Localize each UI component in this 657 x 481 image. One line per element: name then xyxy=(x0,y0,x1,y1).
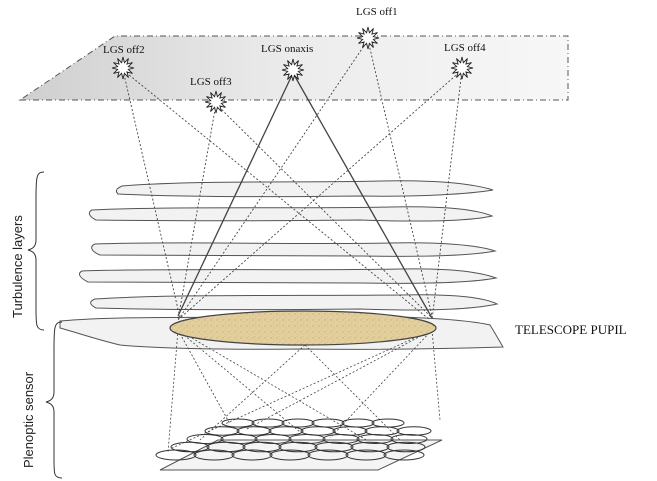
lgs-off2-star xyxy=(111,56,135,80)
detector-plate xyxy=(159,439,443,471)
lenslet xyxy=(278,441,318,453)
lenslet xyxy=(396,426,432,436)
turbulence-layer xyxy=(90,294,499,311)
lgs-off3-star xyxy=(204,90,228,114)
lenslet xyxy=(314,441,354,453)
lenslet xyxy=(242,441,282,453)
plenoptic-sensor-label: Plenoptic sensor xyxy=(21,371,36,468)
turbulence-layers-brace xyxy=(27,171,45,331)
lenslet xyxy=(288,434,326,444)
lenslet xyxy=(356,434,394,444)
lenslet xyxy=(236,426,272,436)
turbulence-layer xyxy=(91,242,497,257)
plenoptic-sensor-brace xyxy=(45,321,63,479)
lenslet xyxy=(231,449,273,461)
lenslet xyxy=(155,449,197,461)
turbulence-layer xyxy=(88,206,494,222)
lgs-off2-label: LGS off2 xyxy=(103,44,145,56)
lenslet-array xyxy=(155,418,432,461)
lenslet xyxy=(268,426,304,436)
lenslet xyxy=(193,449,235,461)
turbulence-layer xyxy=(79,268,498,284)
lgs-off1-label: LGS off1 xyxy=(356,6,398,18)
lenslet xyxy=(251,418,285,428)
lenslet xyxy=(221,418,255,428)
lgs-off4-label: LGS off4 xyxy=(444,42,486,54)
lenslet xyxy=(371,418,405,428)
lenslet xyxy=(311,418,345,428)
lenslet xyxy=(281,418,315,428)
lenslet xyxy=(345,449,387,461)
lgs-off1-star xyxy=(356,26,380,50)
lenslet xyxy=(332,426,368,436)
lenslet xyxy=(307,449,349,461)
lenslet xyxy=(390,434,428,444)
lgs-star-group xyxy=(111,26,474,114)
lenslet xyxy=(386,441,426,453)
lenslet xyxy=(350,441,390,453)
lenslet xyxy=(206,441,246,453)
lgs-onaxis-star xyxy=(281,58,305,82)
lenslet xyxy=(364,426,400,436)
lenslet xyxy=(300,426,336,436)
light-rays xyxy=(122,39,463,453)
lgs-off4-star xyxy=(450,56,474,80)
lgs-off3-label: LGS off3 xyxy=(190,76,232,88)
lenslet xyxy=(383,449,425,461)
lenslet xyxy=(341,418,375,428)
lgs-onaxis-label: LGS onaxis xyxy=(261,43,314,55)
lenslet xyxy=(204,426,240,436)
telescope-pupil-label: TELESCOPE PUPIL xyxy=(515,322,627,337)
turbulence-layers-label: Turbulence layers xyxy=(10,215,25,318)
telescope-pupil-disk xyxy=(169,310,437,346)
lenslet xyxy=(322,434,360,444)
lenslet xyxy=(269,449,311,461)
lenslet xyxy=(186,434,224,444)
turbulence-layer xyxy=(115,180,494,198)
